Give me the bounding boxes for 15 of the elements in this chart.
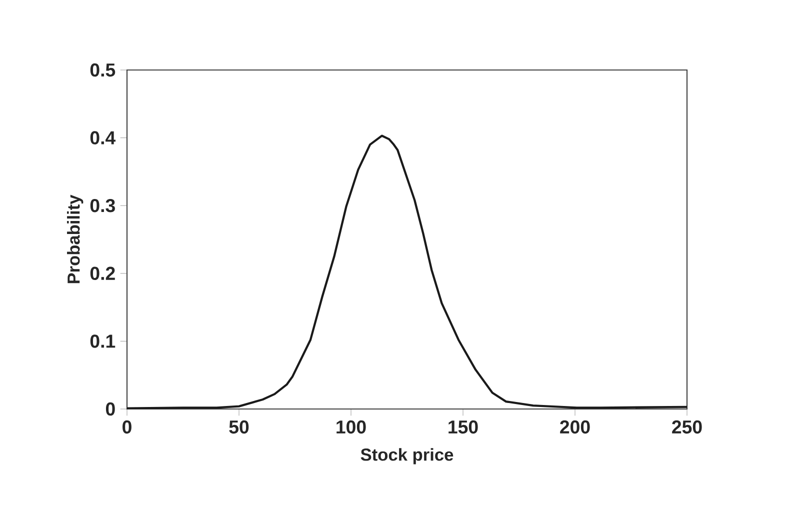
y-tick-label: 0 bbox=[106, 402, 115, 416]
y-tick-label: 0.5 bbox=[90, 63, 116, 77]
x-tick-label: 250 bbox=[672, 420, 702, 434]
x-tick-label: 150 bbox=[448, 420, 478, 434]
x-tick-label: 0 bbox=[122, 420, 132, 434]
x-axis-title: Stock price bbox=[360, 448, 454, 464]
y-axis-title: Probability bbox=[67, 194, 84, 284]
y-tick-label: 0.4 bbox=[90, 131, 116, 144]
y-tick-label: 0.3 bbox=[90, 198, 115, 212]
y-tick-label: 0.2 bbox=[90, 266, 115, 280]
x-tick-label: 100 bbox=[336, 420, 366, 434]
line-series bbox=[127, 134, 687, 409]
x-tick-label: 200 bbox=[560, 420, 590, 434]
y-tick-label: 0.1 bbox=[90, 334, 116, 348]
x-tick-label: 50 bbox=[229, 420, 249, 434]
